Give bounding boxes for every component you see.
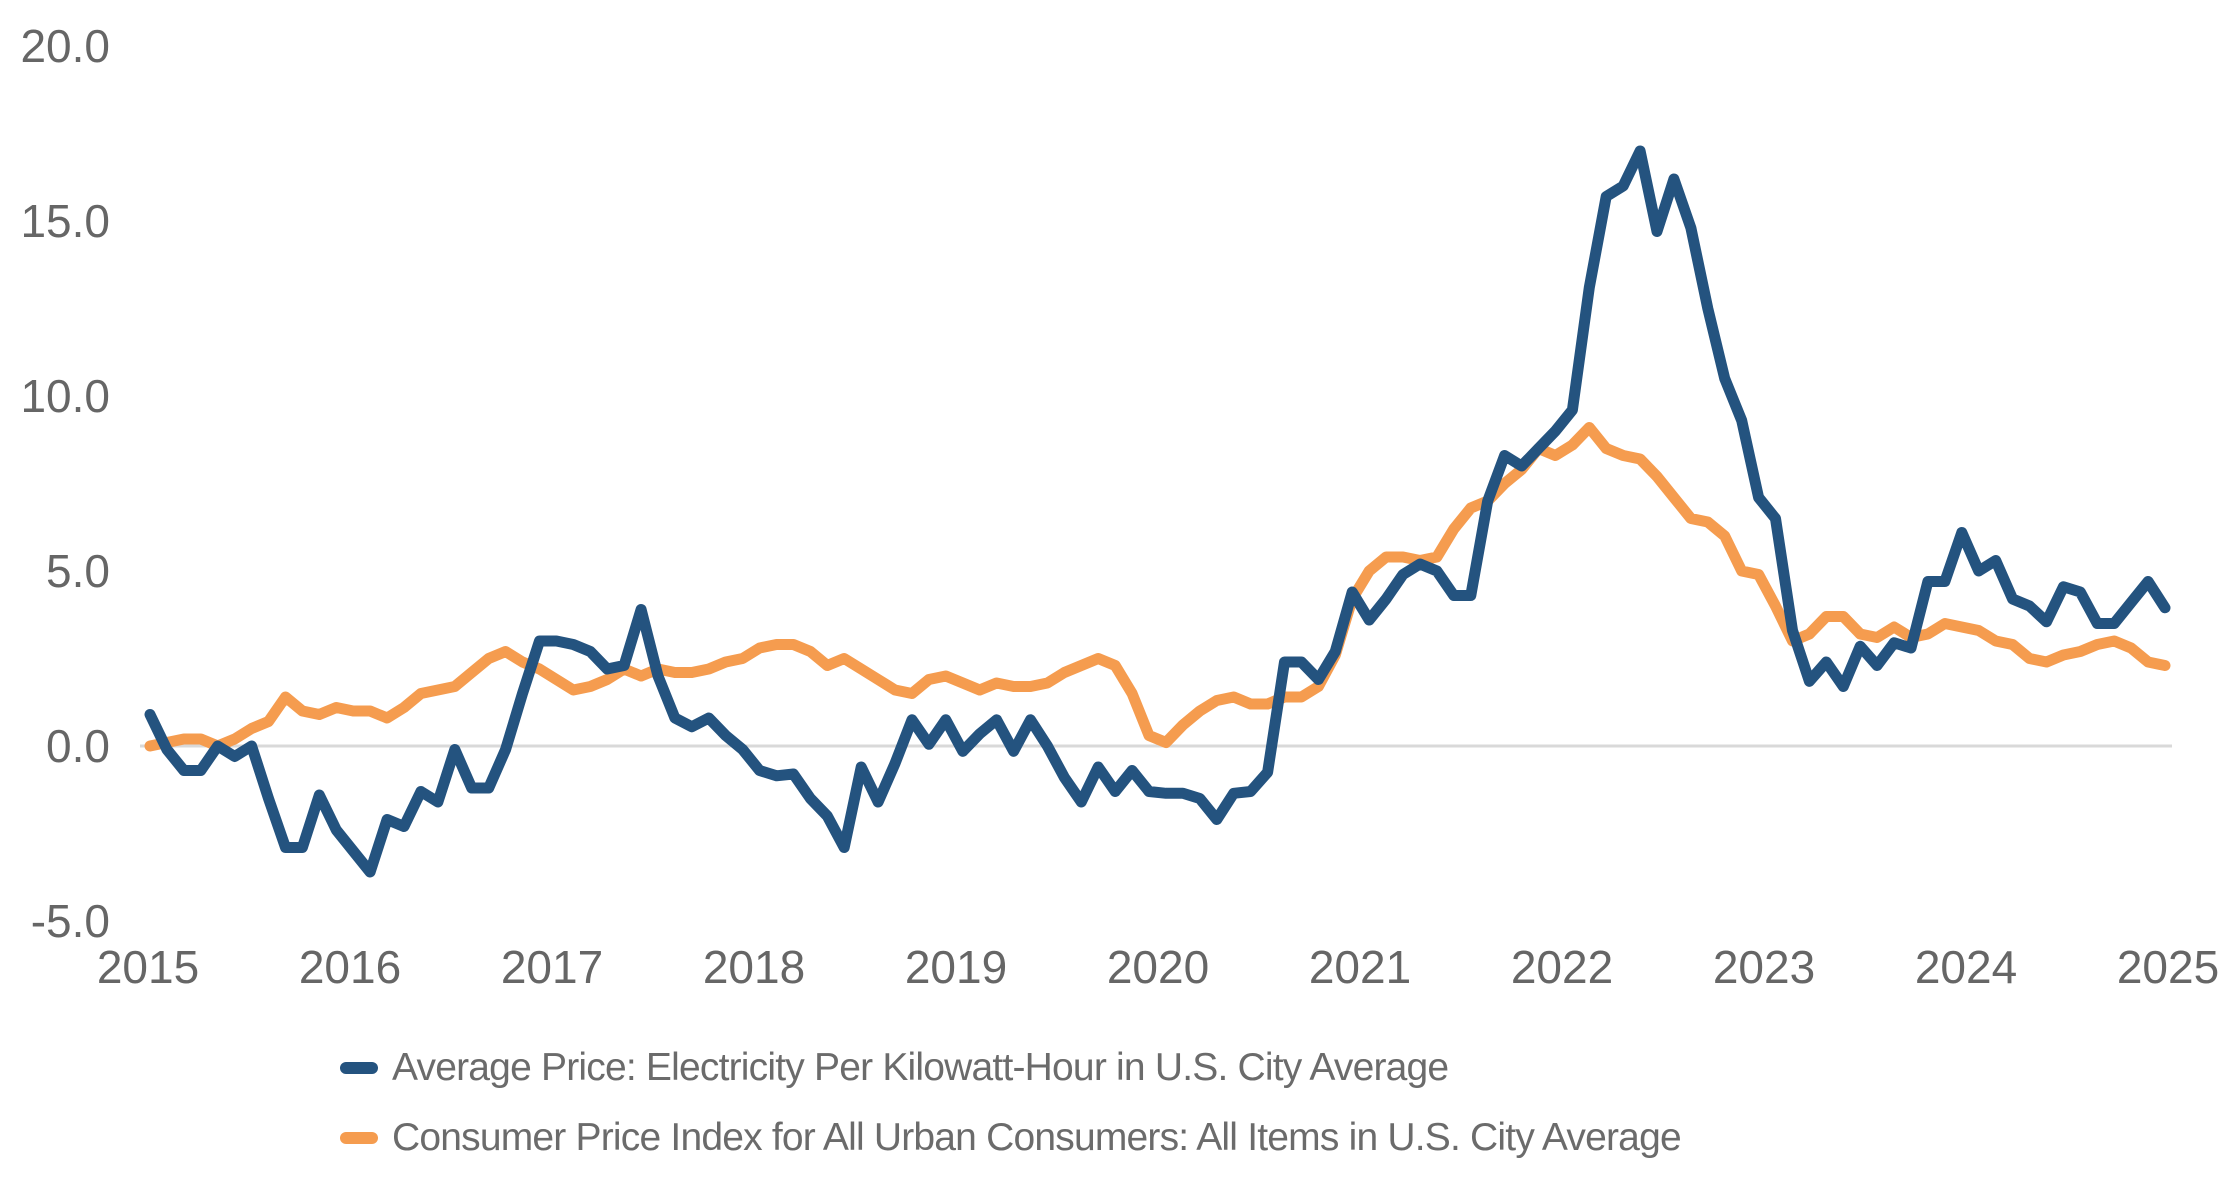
y-tick-label: 5.0 [46, 545, 110, 597]
y-tick-label: 15.0 [20, 195, 110, 247]
y-tick-label: 10.0 [20, 370, 110, 422]
x-tick-label: 2025 [2117, 941, 2219, 993]
x-tick-label: 2023 [1713, 941, 1815, 993]
x-tick-label: 2020 [1107, 941, 1209, 993]
x-tick-label: 2021 [1309, 941, 1411, 993]
y-tick-label: 0.0 [46, 720, 110, 772]
legend-label-cpi: Consumer Price Index for All Urban Consu… [392, 1116, 1682, 1159]
x-tick-label: 2018 [703, 941, 805, 993]
legend-label-electricity: Average Price: Electricity Per Kilowatt-… [392, 1046, 1449, 1089]
x-tick-label: 2016 [299, 941, 401, 993]
legend-item-electricity: Average Price: Electricity Per Kilowatt-… [340, 1042, 1681, 1094]
y-tick-label: 20.0 [20, 20, 110, 72]
cpi-line-swatch [340, 1132, 378, 1144]
chart-legend: Average Price: Electricity Per Kilowatt-… [340, 1042, 1682, 1164]
x-tick-label: 2017 [501, 941, 603, 993]
y-tick-label: -5.0 [31, 895, 110, 947]
x-tick-label: 2019 [905, 941, 1007, 993]
x-tick-label: 2024 [1915, 941, 2017, 993]
cpi-line [144, 422, 2171, 752]
x-tick-label: 2015 [97, 941, 199, 993]
electricity-line-swatch [340, 1062, 378, 1074]
electricity-line [144, 145, 2171, 878]
legend-item-cpi: Consumer Price Index for All Urban Consu… [340, 1112, 1682, 1164]
x-tick-label: 2022 [1511, 941, 1613, 993]
